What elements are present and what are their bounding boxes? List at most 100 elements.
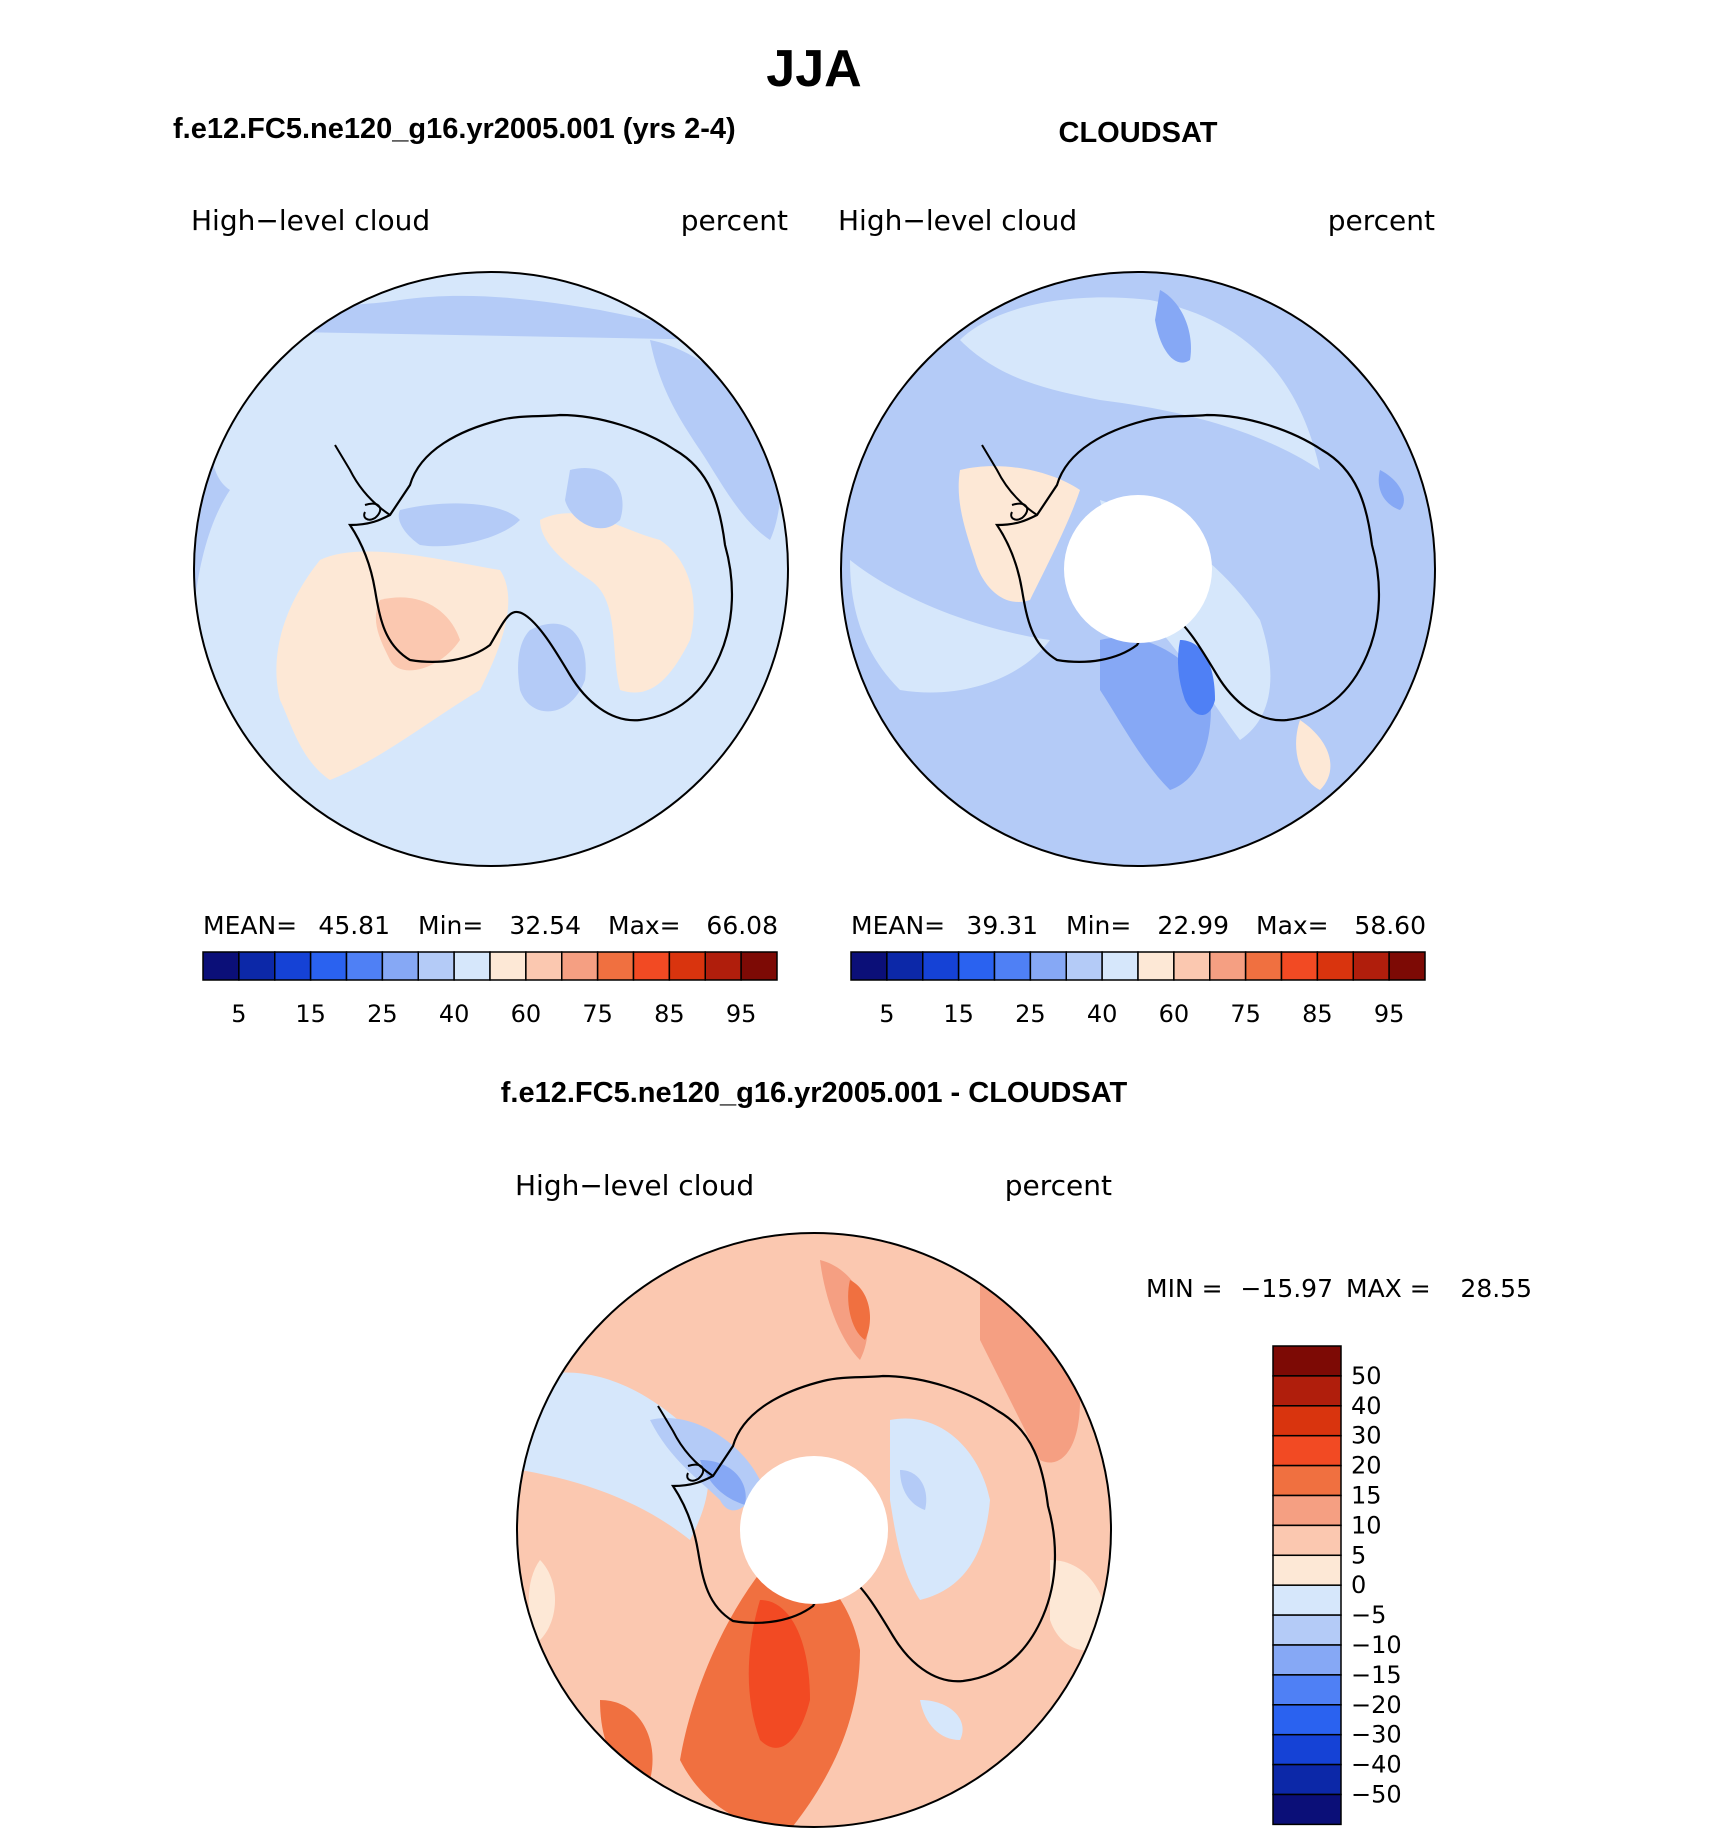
colorbar-model-swatch bbox=[489, 951, 527, 981]
colorbar-model-swatch bbox=[453, 951, 491, 981]
colorbar-diff-swatch bbox=[1272, 1674, 1342, 1706]
colorbar-model-tick-label: 25 bbox=[367, 1000, 398, 1028]
panel-obs-max-label: Max= bbox=[1256, 911, 1329, 940]
panel-diff-min-value: −15.97 bbox=[1240, 1274, 1333, 1303]
colorbar-diff-swatch bbox=[1272, 1704, 1342, 1736]
panel-obs-max-value: 58.60 bbox=[1354, 911, 1426, 940]
panel-obs-title: CLOUDSAT bbox=[1059, 117, 1218, 149]
colorbar-obs-swatch bbox=[1209, 951, 1247, 981]
panel-obs-stats: MEAN= 39.31 Min= 22.99 Max= 58.60 bbox=[851, 911, 1426, 940]
colorbar-obs-swatch bbox=[922, 951, 960, 981]
colorbar-model-swatch bbox=[202, 951, 240, 981]
colorbar-obs-tick-label: 95 bbox=[1374, 1000, 1405, 1028]
panel-obs-mean-value: 39.31 bbox=[966, 911, 1038, 940]
colorbar-obs-swatch bbox=[1280, 951, 1319, 981]
colorbar-model-tick-label: 40 bbox=[439, 1000, 470, 1028]
colorbar-model-swatch bbox=[561, 951, 599, 981]
colorbar-diff-swatch bbox=[1272, 1405, 1342, 1437]
colorbar-obs-swatch bbox=[1388, 951, 1426, 981]
panel-obs-min-label: Min= bbox=[1066, 911, 1131, 940]
colorbar-diff-tick-label: 0 bbox=[1351, 1571, 1366, 1599]
colorbar-model-swatch bbox=[417, 951, 455, 981]
panel-diff-units: percent bbox=[1005, 1169, 1112, 1202]
colorbar-obs-swatch bbox=[1352, 951, 1390, 981]
panel-model-units: percent bbox=[681, 204, 788, 237]
panel-obs-pole-hole bbox=[1064, 495, 1212, 643]
colorbar-diff-swatch bbox=[1272, 1733, 1342, 1766]
colorbar-model-swatch bbox=[740, 951, 778, 981]
panel-diff-max-label: MAX = bbox=[1346, 1274, 1431, 1303]
panel-model-max-value: 66.08 bbox=[706, 911, 778, 940]
colorbar-obs-tick-label: 75 bbox=[1230, 1000, 1261, 1028]
colorbar-diff-tick-label: −15 bbox=[1351, 1661, 1402, 1689]
panel-model-min-label: Min= bbox=[418, 911, 483, 940]
colorbar-model-tick-label: 15 bbox=[295, 1000, 326, 1028]
colorbar-diff-tick-label: −10 bbox=[1351, 1631, 1402, 1659]
colorbar-model-swatch bbox=[525, 951, 563, 981]
panel-obs-units: percent bbox=[1328, 204, 1435, 237]
panel-model-max-label: Max= bbox=[608, 911, 681, 940]
colorbar-diff-tick-label: −20 bbox=[1351, 1691, 1402, 1719]
colorbar-diff-swatch bbox=[1272, 1464, 1342, 1497]
colorbar-obs-tick-label: 40 bbox=[1087, 1000, 1118, 1028]
colorbar-obs-swatch bbox=[850, 951, 888, 981]
colorbar-diff-swatch bbox=[1272, 1434, 1342, 1467]
colorbar-diff-tick-label: 20 bbox=[1351, 1452, 1382, 1480]
panel-obs-mean-label: MEAN= bbox=[851, 911, 945, 940]
colorbar-diff-tick-label: 50 bbox=[1351, 1362, 1382, 1390]
colorbar-model-swatch bbox=[704, 951, 742, 981]
colorbar-model: 5 15 25 40 60 75 85 95 bbox=[202, 951, 778, 1028]
colorbar-obs-swatch bbox=[1065, 951, 1103, 981]
colorbar-obs-swatch bbox=[1029, 951, 1067, 981]
colorbar-model-tick-label: 5 bbox=[231, 1000, 246, 1028]
panel-diff-min-label: MIN = bbox=[1146, 1274, 1223, 1303]
colorbar-model-swatch bbox=[632, 951, 671, 981]
colorbar-diff-tick-label: 5 bbox=[1351, 1541, 1366, 1569]
colorbar-model-tick-label: 85 bbox=[654, 1000, 685, 1028]
colorbar-diff-tick-label: −40 bbox=[1351, 1751, 1402, 1779]
colorbar-model-swatch bbox=[309, 951, 348, 981]
colorbar-obs-tick-label: 85 bbox=[1302, 1000, 1333, 1028]
colorbar-obs-swatch bbox=[1173, 951, 1211, 981]
colorbar-diff-swatch bbox=[1272, 1524, 1342, 1557]
colorbar-obs-swatch bbox=[993, 951, 1032, 981]
panel-model-min-value: 32.54 bbox=[509, 911, 581, 940]
colorbar-diff-tick-label: −5 bbox=[1351, 1601, 1386, 1629]
colorbar-model-swatch bbox=[238, 951, 276, 981]
colorbar-obs-swatch bbox=[957, 951, 996, 981]
colorbar-diff-swatch bbox=[1272, 1763, 1342, 1796]
colorbar-obs-tick-label: 5 bbox=[879, 1000, 894, 1028]
colorbar-model-swatch bbox=[274, 951, 312, 981]
figure-title: JJA bbox=[766, 40, 861, 98]
panel-model-field: High−level cloud bbox=[191, 204, 430, 237]
colorbar-obs-tick-label: 15 bbox=[943, 1000, 974, 1028]
colorbar-obs-swatch bbox=[886, 951, 924, 981]
panel-model-title: f.e12.FC5.ne120_g16.yr2005.001 (yrs 2-4) bbox=[173, 113, 736, 145]
colorbar-diff-swatch bbox=[1272, 1554, 1342, 1586]
colorbar-obs-tick-label: 60 bbox=[1159, 1000, 1190, 1028]
colorbar-obs-swatch bbox=[1137, 951, 1175, 981]
panel-obs-min-value: 22.99 bbox=[1157, 911, 1229, 940]
colorbar-diff-swatch bbox=[1272, 1375, 1342, 1407]
colorbar-obs-swatch bbox=[1316, 951, 1354, 981]
colorbar-diff-tick-label: −30 bbox=[1351, 1721, 1402, 1749]
panel-model-mean-value: 45.81 bbox=[318, 911, 390, 940]
panel-obs: CLOUDSAT High−level cloud percent MEAN= … bbox=[838, 117, 1436, 1028]
colorbar-diff-tick-label: 10 bbox=[1351, 1511, 1382, 1539]
panel-diff-field: High−level cloud bbox=[515, 1169, 754, 1202]
colorbar-model-swatch bbox=[381, 951, 419, 981]
colorbar-model-swatch bbox=[668, 951, 706, 981]
panel-model-stats: MEAN= 45.81 Min= 32.54 Max= 66.08 bbox=[203, 911, 778, 940]
colorbar-diff-swatch bbox=[1272, 1614, 1342, 1646]
colorbar-diff-tick-label: 40 bbox=[1351, 1392, 1382, 1420]
panel-diff-pole-hole bbox=[740, 1456, 888, 1604]
colorbar-diff-tick-label: 15 bbox=[1351, 1482, 1382, 1510]
panel-model: f.e12.FC5.ne120_g16.yr2005.001 (yrs 2-4)… bbox=[173, 113, 789, 1028]
colorbar-diff-swatch bbox=[1272, 1494, 1342, 1527]
colorbar-diff-swatch bbox=[1272, 1644, 1342, 1676]
colorbar-obs: 5 15 25 40 60 75 85 95 bbox=[850, 951, 1426, 1028]
colorbar-diff-tick-label: 30 bbox=[1351, 1422, 1382, 1450]
panel-diff-max-value: 28.55 bbox=[1460, 1274, 1532, 1303]
panel-diff-stats: MIN = −15.97 MAX = 28.55 bbox=[1146, 1274, 1532, 1303]
